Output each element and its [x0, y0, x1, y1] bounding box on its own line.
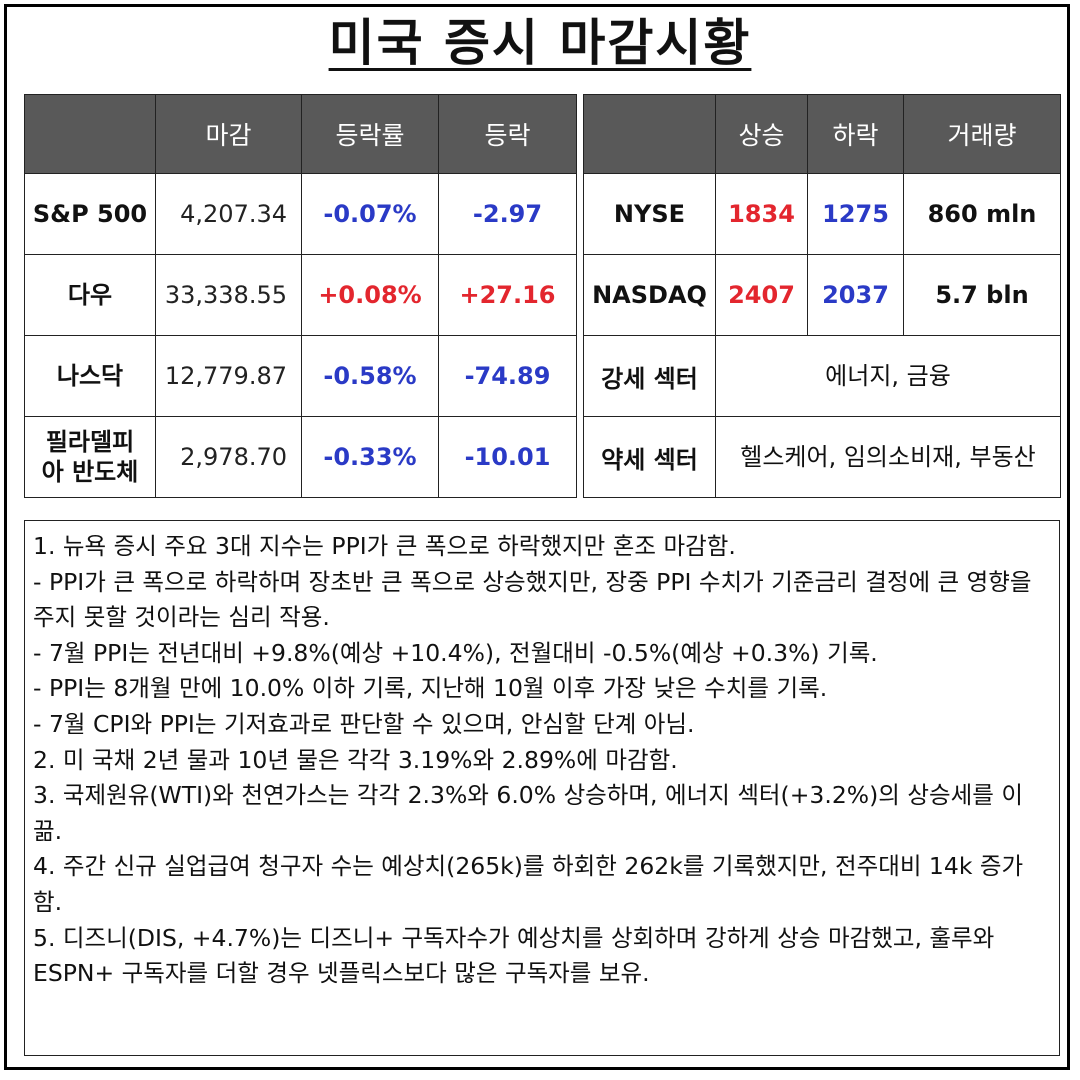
note-line: 5. 디즈니(DIS, +4.7%)는 디즈니+ 구독자수가 예상치를 상회하며…: [33, 923, 995, 988]
market-down-count: 2037: [807, 254, 904, 336]
header-rate: 등락률: [301, 94, 439, 174]
strong-sector-label: 강세 섹터: [583, 335, 716, 417]
table-row: 나스닥 12,779.87 -0.58% -74.89: [24, 335, 577, 417]
note-line: - 7월 PPI는 전년대비 +9.8%(예상 +10.4%), 전월대비 -0…: [33, 638, 878, 667]
index-name: 필라델피아 반도체: [24, 416, 156, 498]
note-line: - PPI가 큰 폭으로 하락하며 장초반 큰 폭으로 상승했지만, 장중 PP…: [33, 567, 1032, 632]
title-text: 미국 증시 마감시황: [328, 14, 752, 72]
index-name: 다우: [24, 254, 156, 336]
index-close: 4,207.34: [155, 173, 302, 255]
index-close: 33,338.55: [155, 254, 302, 336]
market-name: NASDAQ: [583, 254, 716, 336]
header-up: 상승: [715, 94, 808, 174]
market-name: NYSE: [583, 173, 716, 255]
header-close: 마감: [155, 94, 302, 174]
strong-sector-value: 에너지, 금융: [715, 335, 1061, 417]
index-rate: -0.58%: [301, 335, 439, 417]
header-change: 등락: [438, 94, 577, 174]
note-line: - PPI는 8개월 만에 10.0% 이하 기록, 지난해 10월 이후 가장…: [33, 674, 828, 703]
table-row: NASDAQ 2407 2037 5.7 bln: [583, 254, 1061, 336]
index-table-header: 마감 등락률 등락: [24, 94, 577, 174]
market-notes: 1. 뉴욕 증시 주요 3대 지수는 PPI가 큰 폭으로 하락했지만 혼조 마…: [24, 520, 1060, 1056]
weak-sector-label: 약세 섹터: [583, 416, 716, 498]
page-title: 미국 증시 마감시황: [0, 10, 1080, 76]
market-table-header: 상승 하락 거래량: [583, 94, 1061, 174]
market-table: 상승 하락 거래량 NYSE 1834 1275 860 mln NASDAQ …: [583, 94, 1061, 498]
table-row: NYSE 1834 1275 860 mln: [583, 173, 1061, 255]
market-up-count: 2407: [715, 254, 808, 336]
header-down: 하락: [807, 94, 904, 174]
index-close: 2,978.70: [155, 416, 302, 498]
index-rate: -0.33%: [301, 416, 439, 498]
market-up-count: 1834: [715, 173, 808, 255]
index-rate: +0.08%: [301, 254, 439, 336]
table-row: 필라델피아 반도체 2,978.70 -0.33% -10.01: [24, 416, 577, 498]
note-line: 1. 뉴욕 증시 주요 3대 지수는 PPI가 큰 폭으로 하락했지만 혼조 마…: [33, 532, 736, 560]
note-line: - 7월 CPI와 PPI는 기저효과로 판단할 수 있으며, 안심할 단계 아…: [33, 709, 695, 738]
index-close: 12,779.87: [155, 335, 302, 417]
market-volume: 860 mln: [903, 173, 1061, 255]
note-line: 4. 주간 신규 실업급여 청구자 수는 예상치(265k)를 하회한 262k…: [33, 852, 1024, 916]
weak-sector-value: 헬스케어, 임의소비재, 부동산: [715, 416, 1061, 498]
note-line: 3. 국제원유(WTI)와 천연가스는 각각 2.3%와 6.0% 상승하며, …: [33, 781, 1023, 845]
index-name: 나스닥: [24, 335, 156, 417]
index-rate: -0.07%: [301, 173, 439, 255]
index-change: +27.16: [438, 254, 577, 336]
table-row: 다우 33,338.55 +0.08% +27.16: [24, 254, 577, 336]
index-change: -10.01: [438, 416, 577, 498]
table-row: 약세 섹터 헬스케어, 임의소비재, 부동산: [583, 416, 1061, 498]
header-empty: [24, 94, 156, 174]
market-volume: 5.7 bln: [903, 254, 1061, 336]
market-down-count: 1275: [807, 173, 904, 255]
index-change: -74.89: [438, 335, 577, 417]
index-change: -2.97: [438, 173, 577, 255]
header-empty: [583, 94, 716, 174]
index-table: 마감 등락률 등락 S&P 500 4,207.34 -0.07% -2.97 …: [24, 94, 577, 498]
table-row: S&P 500 4,207.34 -0.07% -2.97: [24, 173, 577, 255]
index-name: S&P 500: [24, 173, 156, 255]
page-frame: [4, 4, 1070, 1070]
note-line: 2. 미 국채 2년 물과 10년 물은 각각 3.19%와 2.89%에 마감…: [33, 745, 678, 774]
table-row: 강세 섹터 에너지, 금융: [583, 335, 1061, 417]
header-volume: 거래량: [903, 94, 1061, 174]
